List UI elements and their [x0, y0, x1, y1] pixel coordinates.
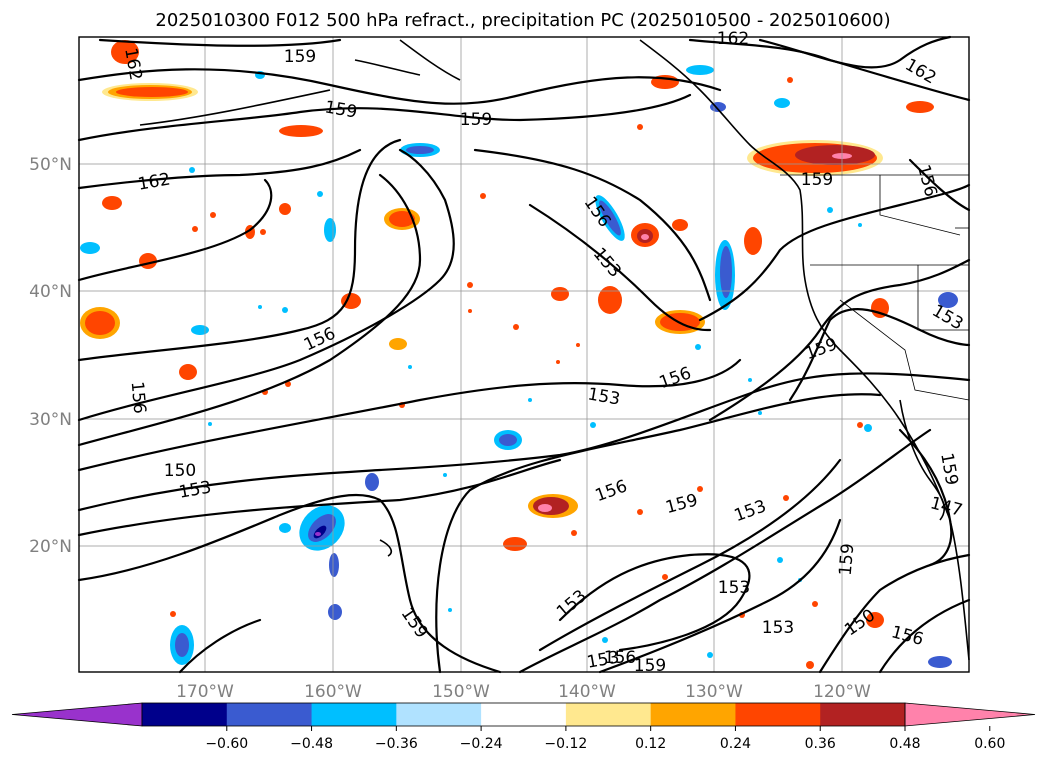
- contour-line: [77, 138, 402, 362]
- colorbar-segment: [142, 703, 228, 726]
- colorbar-tick-label: −0.24: [460, 736, 503, 752]
- colorbar-frame: [141, 702, 906, 727]
- colorbar-segment: [820, 703, 906, 726]
- contour-label: 159: [284, 47, 316, 67]
- contour-line: [98, 38, 342, 47]
- colorbar-tick-label: 0.24: [720, 736, 751, 752]
- lat-label: 40°N: [29, 282, 72, 302]
- graticule: [79, 37, 969, 672]
- precip-blob: [631, 223, 659, 247]
- lon-label: 130°W: [685, 682, 743, 702]
- colorbar-tick-label: −0.36: [375, 736, 418, 752]
- contour-line: [77, 458, 562, 537]
- precip-speckles: [170, 77, 863, 669]
- precip-blob: [528, 494, 578, 518]
- contour-line: [758, 35, 952, 69]
- colorbar-segment: [565, 703, 652, 726]
- colorbar-segment: [396, 703, 482, 726]
- contour-line: [77, 178, 273, 282]
- colorbar-segment: [226, 703, 313, 726]
- refractivity-contours: [77, 35, 971, 674]
- contour-line: [77, 372, 971, 512]
- colorbar-tick-label: 0.12: [635, 736, 666, 752]
- colorbar-tick-label: 0.48: [889, 736, 920, 752]
- contour-line: [77, 493, 502, 674]
- contour-line: [77, 148, 362, 190]
- colorbar-tick-label: −0.48: [290, 736, 333, 752]
- contour-line: [473, 148, 712, 302]
- precip-positive-areas: [80, 40, 934, 628]
- precip-blob: [747, 140, 883, 176]
- precip-blob: [595, 195, 625, 241]
- contour-label: 159: [801, 170, 833, 190]
- contour-line: [518, 428, 932, 674]
- colorbar-extend-low: [11, 702, 143, 727]
- contour-label: 153: [762, 618, 794, 638]
- contour-label: 159: [836, 543, 859, 577]
- colorbar: −0.60 −0.48 −0.36 −0.24 −0.12 0.12 0.24 0.36 0.4…: [11, 702, 1036, 752]
- contour-line: [878, 598, 971, 674]
- longitude-labels: 170°W 160°W 150°W 140°W 130°W 120°W: [176, 682, 871, 702]
- contour-label: 150: [164, 461, 196, 481]
- colorbar-extend-high: [904, 702, 1036, 727]
- contour-line: [538, 458, 842, 652]
- figure-title: 2025010300 F012 500 hPa refract., precip…: [155, 10, 890, 31]
- map-panel: 159 162 162 159 159 162 162 159 156 156 …: [77, 29, 971, 676]
- contour-line: [77, 358, 742, 472]
- contour-line: [558, 553, 751, 652]
- contour-line: [818, 553, 971, 674]
- precip-blob: [598, 286, 622, 314]
- precip-blob: [102, 83, 198, 101]
- contour-line: [708, 258, 971, 422]
- lat-label: 20°N: [29, 537, 72, 557]
- contour-line: [528, 203, 712, 332]
- lat-label: 50°N: [29, 155, 72, 175]
- colorbar-tick-label: 0.36: [805, 736, 836, 752]
- contour-line: [435, 393, 882, 674]
- precip-blob: [715, 240, 735, 310]
- lon-label: 120°W: [813, 682, 871, 702]
- colorbar-segment: [650, 703, 736, 726]
- contour-label: 162: [717, 29, 749, 49]
- colorbar-tick-label: −0.60: [205, 736, 248, 752]
- latitude-labels: 50°N 40°N 30°N 20°N: [29, 155, 72, 557]
- precip-speckles-cool: [189, 167, 872, 658]
- contour-line: [598, 518, 842, 674]
- lat-label: 30°N: [29, 410, 72, 430]
- contour-label: 156: [604, 648, 636, 668]
- coastlines: [139, 39, 970, 661]
- precip-blob: [80, 307, 120, 339]
- colorbar-segment: [481, 703, 567, 726]
- contour-label: 159: [460, 110, 492, 130]
- lon-label: 160°W: [304, 682, 362, 702]
- lon-label: 150°W: [432, 682, 490, 702]
- contour-line: [698, 183, 971, 322]
- contour-line: [77, 68, 722, 105]
- contour-line: [77, 93, 692, 142]
- lon-label: 140°W: [558, 682, 616, 702]
- colorbar-tick-label: −0.12: [544, 736, 587, 752]
- lon-label: 170°W: [176, 682, 234, 702]
- contour-line: [77, 173, 422, 447]
- political-borders: [780, 174, 970, 401]
- contour-line: [178, 618, 262, 674]
- contour-label: 159: [634, 656, 666, 676]
- contour-label: 153: [718, 578, 750, 598]
- colorbar-tick-label: 0.60: [974, 736, 1005, 752]
- contour-line: [788, 308, 971, 402]
- colorbar-segment: [735, 703, 821, 726]
- contour-line: [77, 148, 455, 422]
- contour-label: 156: [127, 381, 150, 415]
- contour-line: [908, 158, 971, 212]
- map-frame: [78, 36, 970, 673]
- colorbar-segment: [311, 703, 397, 726]
